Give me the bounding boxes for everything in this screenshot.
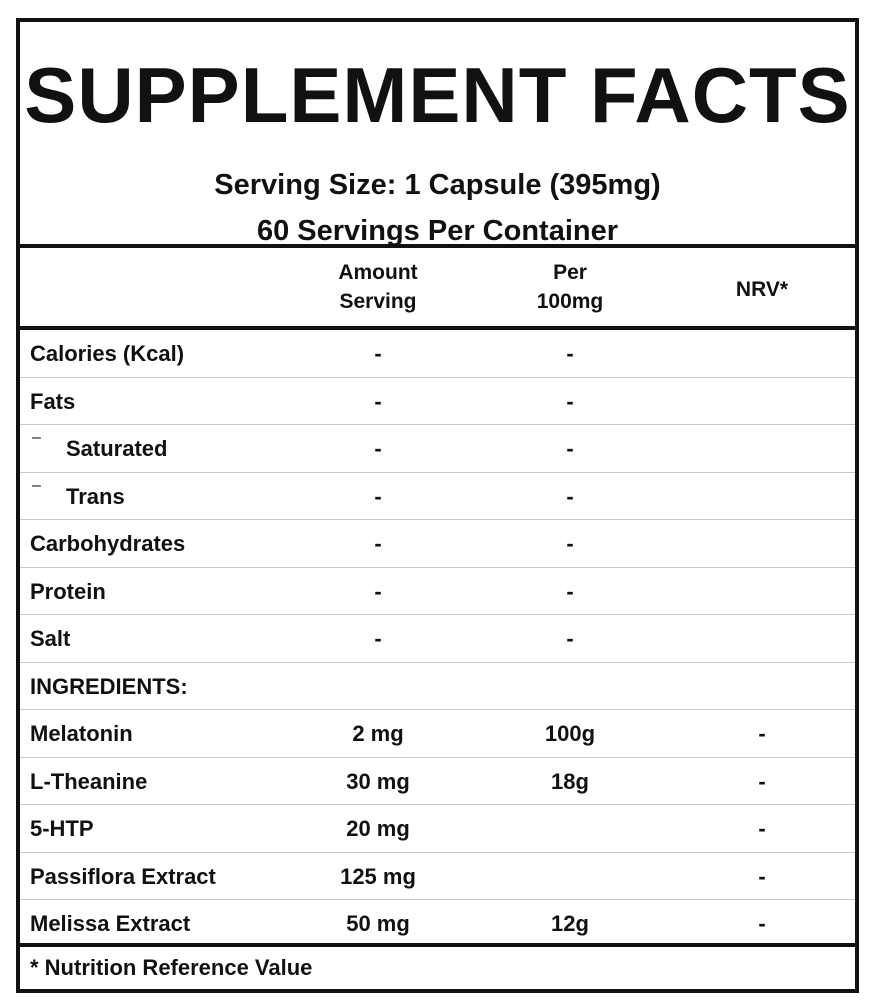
amount-value: - [374, 483, 382, 509]
sub-item-marker: – [32, 476, 41, 494]
row-name: Protein [30, 578, 106, 604]
amount-header-line1: Amount [338, 261, 418, 284]
table-row: – Saturated - - [20, 425, 855, 473]
table-row: Carbohydrates - - [20, 520, 855, 568]
per-100mg-value: - [566, 578, 574, 604]
amount-serving-header: Amount Serving [308, 258, 448, 316]
facts-table: Calories (Kcal) - - Fats - - – Saturated - - – Tran… [20, 330, 855, 948]
amount-value: - [374, 578, 382, 604]
per-100mg-header: Per 100mg [500, 258, 640, 316]
per-100mg-value: - [566, 531, 574, 556]
row-name: Saturated [66, 436, 168, 461]
amount-value: - [374, 388, 382, 414]
row-name: Fats [30, 388, 76, 414]
amount-value: 125 mg [340, 863, 416, 889]
supplement-facts-panel: SUPPLEMENT FACTS Serving Size: 1 Capsule… [16, 18, 859, 993]
nrv-value: - [758, 816, 766, 841]
amount-value: 20 mg [346, 816, 410, 841]
nrv-value: - [758, 911, 766, 936]
per-100mg-value: 12g [551, 911, 589, 936]
table-row: Fats - - [20, 378, 855, 425]
table-row: Protein - - [20, 568, 855, 615]
serving-size: Serving Size: 1 Capsule (395mg) [214, 169, 661, 201]
row-name: L-Theanine [30, 768, 148, 794]
row-name: Trans [66, 483, 125, 509]
table-row: Salt - - [20, 615, 855, 663]
row-name: Passiflora Extract [30, 863, 216, 889]
nrv-footnote: * Nutrition Reference Value [30, 955, 313, 980]
table-row: 5-HTP 20 mg - [20, 805, 855, 853]
servings-per-container: 60 Servings Per Container [256, 215, 619, 247]
table-row: L-Theanine 30 mg 18g - [20, 758, 855, 805]
table-row: Melatonin 2 mg 100g - [20, 710, 855, 758]
per-header-line2: 100mg [536, 290, 604, 313]
amount-value: 50 mg [346, 911, 410, 936]
row-name: Salt [30, 626, 71, 651]
per-100mg-value: 100g [544, 721, 596, 746]
table-row: – Trans - - [20, 473, 855, 520]
amount-value: - [374, 531, 382, 556]
per-100mg-value: - [566, 388, 574, 414]
table-row: INGREDIENTS: [20, 663, 855, 710]
nrv-header: NRV* [735, 278, 789, 301]
amount-value: 2 mg [352, 721, 404, 746]
row-name: INGREDIENTS: [30, 673, 188, 699]
column-headers: Amount Serving Per 100mg NRV* [20, 248, 855, 330]
row-name: Calories (Kcal) [30, 341, 185, 366]
nrv-value: - [758, 721, 766, 746]
row-name: Carbohydrates [30, 531, 186, 556]
per-100mg-value: - [566, 341, 574, 366]
amount-value: - [374, 436, 382, 461]
per-100mg-value: - [566, 483, 574, 509]
per-100mg-value: - [566, 626, 574, 651]
nrv-value: - [758, 863, 766, 889]
row-name: Melissa Extract [30, 911, 191, 936]
row-name: Melatonin [30, 721, 133, 746]
sub-item-marker: – [32, 429, 41, 446]
amount-value: - [374, 626, 382, 651]
row-name: 5-HTP [30, 816, 94, 841]
table-row: Melissa Extract 50 mg 12g - [20, 900, 855, 948]
per-100mg-value: - [566, 436, 574, 461]
table-row: Calories (Kcal) - - [20, 330, 855, 378]
nrv-value: - [758, 768, 766, 794]
panel-header: SUPPLEMENT FACTS Serving Size: 1 Capsule… [20, 22, 855, 248]
panel-title: SUPPLEMENT FACTS [24, 51, 851, 139]
amount-value: 30 mg [346, 768, 410, 794]
amount-value: - [374, 341, 382, 366]
amount-header-line2: Serving [339, 290, 417, 313]
per-100mg-value: 18g [551, 768, 589, 794]
table-row: Passiflora Extract 125 mg - [20, 853, 855, 900]
footnote-bar: * Nutrition Reference Value [20, 943, 855, 989]
per-header-line1: Per [553, 261, 587, 284]
